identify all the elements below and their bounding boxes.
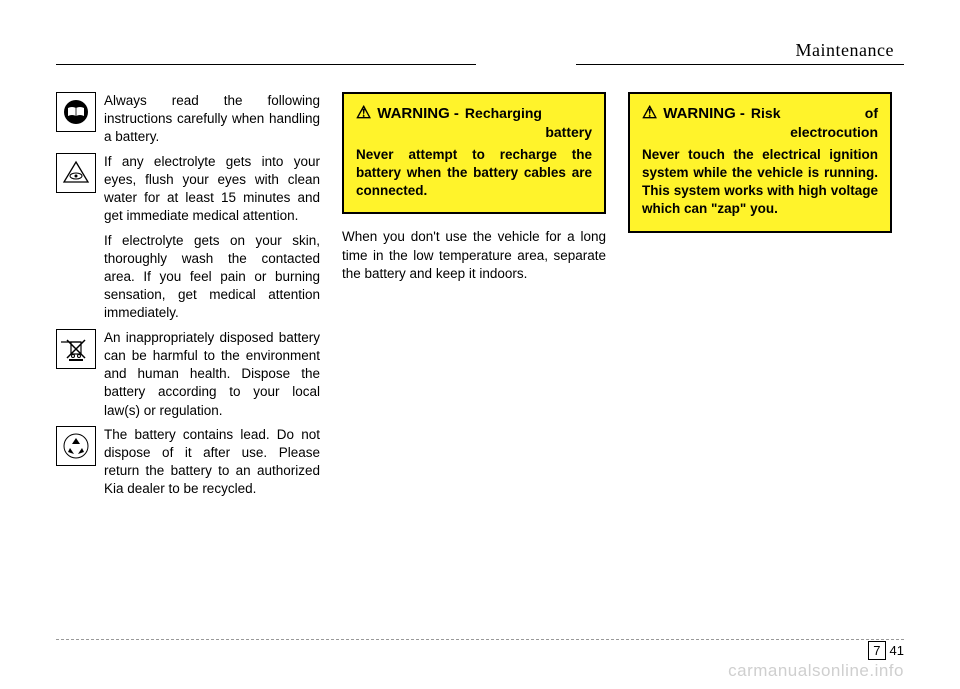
warning-electrocution: ⚠ WARNING - Risk of electrocution Never …: [628, 92, 892, 233]
eye-icon: [56, 153, 96, 193]
page-number: 7 41: [868, 643, 904, 658]
warning-body: Never attempt to recharge the battery wh…: [356, 146, 592, 201]
instruction-item: The battery contains lead. Do not dispos…: [56, 426, 320, 499]
warning-subtitle: Risk of electrocution: [751, 104, 878, 142]
warning-triangle-icon: ⚠: [642, 104, 657, 121]
watermark: carmanualsonline.info: [728, 661, 904, 681]
instruction-text: The battery contains lead. Do not dispos…: [104, 426, 320, 499]
instruction-item: An inappropriately disposed battery can …: [56, 329, 320, 420]
header-title: Maintenance: [796, 40, 894, 61]
content-columns: Always read the following instructions c…: [56, 92, 904, 505]
page-footer: 7 41: [56, 639, 904, 659]
warning-heading: ⚠ WARNING - Risk of electrocution: [642, 104, 878, 142]
instruction-item: Always read the following instructions c…: [56, 92, 320, 147]
warning-recharging: ⚠ WARNING - Recharging battery Never att…: [342, 92, 606, 214]
column-1: Always read the following instructions c…: [56, 92, 320, 505]
instruction-item: If electrolyte gets on your skin, thorou…: [56, 232, 320, 323]
instruction-text: If electrolyte gets on your skin, thorou…: [104, 232, 320, 323]
warning-label: WARNING -: [663, 104, 745, 124]
instruction-item: If any electrolyte gets into your eyes, …: [56, 153, 320, 226]
header-rule-left: [56, 64, 476, 65]
page-number-value: 41: [890, 643, 904, 658]
instruction-text: Always read the following instructions c…: [104, 92, 320, 147]
instruction-text: An inappropriately disposed battery can …: [104, 329, 320, 420]
warning-triangle-icon: ⚠: [356, 104, 371, 121]
warning-heading: ⚠ WARNING - Recharging battery: [356, 104, 592, 142]
nobin-icon: [56, 329, 96, 369]
manual-icon: [56, 92, 96, 132]
column-2: ⚠ WARNING - Recharging battery Never att…: [342, 92, 606, 505]
warning-label: WARNING -: [377, 104, 459, 124]
page-header: Maintenance: [56, 36, 904, 70]
manual-page: Maintenance Always read the following in…: [0, 0, 960, 689]
instruction-text: If any electrolyte gets into your eyes, …: [104, 153, 320, 226]
chapter-number: 7: [868, 641, 885, 660]
header-rule-right: [576, 64, 904, 65]
warning-body: Never touch the electrical ignition syst…: [642, 146, 878, 219]
recycle-icon: [56, 426, 96, 466]
column-3: ⚠ WARNING - Risk of electrocution Never …: [628, 92, 892, 505]
warning-subtitle: Recharging battery: [465, 104, 592, 142]
footer-rule: [56, 639, 904, 640]
body-paragraph: When you don't use the vehicle for a lon…: [342, 228, 606, 283]
